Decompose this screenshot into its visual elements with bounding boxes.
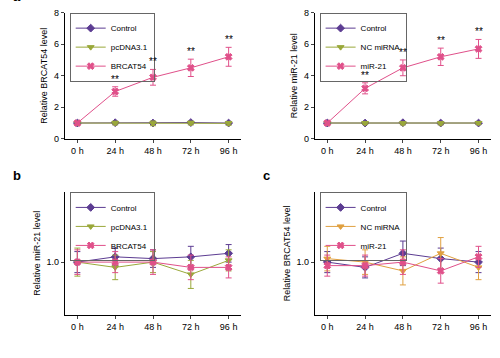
svg-text:72 h: 72 h xyxy=(182,322,200,332)
svg-text:4: 4 xyxy=(304,71,309,81)
svg-text:6: 6 xyxy=(54,39,59,49)
svg-text:72 h: 72 h xyxy=(432,146,450,156)
svg-text:24 h: 24 h xyxy=(106,146,124,156)
svg-text:48 h: 48 h xyxy=(394,146,412,156)
svg-text:Control: Control xyxy=(361,24,387,33)
svg-text:96 h: 96 h xyxy=(470,146,488,156)
svg-text:6: 6 xyxy=(304,39,309,49)
svg-text:48 h: 48 h xyxy=(144,146,162,156)
svg-text:Control: Control xyxy=(111,204,137,213)
svg-text:pcDNA3.1: pcDNA3.1 xyxy=(111,43,148,52)
svg-text:8: 8 xyxy=(304,8,309,18)
svg-text:miR-21: miR-21 xyxy=(361,242,387,251)
svg-text:72 h: 72 h xyxy=(432,322,450,332)
svg-text:0 h: 0 h xyxy=(71,322,84,332)
svg-text:2: 2 xyxy=(54,102,59,112)
svg-text:NC miRNA: NC miRNA xyxy=(361,223,401,232)
svg-text:1.0: 1.0 xyxy=(296,257,309,267)
svg-text:0 h: 0 h xyxy=(71,146,84,156)
svg-text:**: ** xyxy=(149,56,157,67)
svg-text:0: 0 xyxy=(304,134,309,144)
svg-text:a: a xyxy=(13,0,21,4)
svg-text:**: ** xyxy=(361,70,369,81)
svg-text:48 h: 48 h xyxy=(394,322,412,332)
svg-text:Control: Control xyxy=(111,24,137,33)
svg-text:Control: Control xyxy=(361,204,387,213)
svg-text:**: ** xyxy=(111,74,119,85)
svg-text:4: 4 xyxy=(54,71,59,81)
svg-text:24 h: 24 h xyxy=(106,322,124,332)
svg-text:1.0: 1.0 xyxy=(46,257,59,267)
svg-text:b: b xyxy=(13,168,21,183)
svg-text:48 h: 48 h xyxy=(144,322,162,332)
svg-text:96 h: 96 h xyxy=(220,322,238,332)
svg-text:**: ** xyxy=(437,35,445,46)
svg-text:96 h: 96 h xyxy=(470,322,488,332)
svg-text:Relative BRCAT54 level: Relative BRCAT54 level xyxy=(39,28,49,124)
svg-text:Relative miR-21 level: Relative miR-21 level xyxy=(289,33,299,118)
svg-text:Relative BRCAT54 level: Relative BRCAT54 level xyxy=(282,205,292,301)
svg-text:BRCAT54: BRCAT54 xyxy=(111,62,147,71)
svg-text:Relative miR-21 level: Relative miR-21 level xyxy=(32,211,42,296)
svg-text:2: 2 xyxy=(304,102,309,112)
svg-text:72 h: 72 h xyxy=(182,146,200,156)
svg-text:24 h: 24 h xyxy=(356,146,374,156)
svg-text:**: ** xyxy=(187,46,195,57)
svg-text:8: 8 xyxy=(54,8,59,18)
svg-text:miR-21: miR-21 xyxy=(361,62,387,71)
svg-text:**: ** xyxy=(399,47,407,58)
svg-text:0 h: 0 h xyxy=(321,146,334,156)
svg-text:24 h: 24 h xyxy=(356,322,374,332)
svg-text:96 h: 96 h xyxy=(220,146,238,156)
svg-text:0 h: 0 h xyxy=(321,322,334,332)
svg-text:c: c xyxy=(263,168,270,183)
svg-text:pcDNA3.1: pcDNA3.1 xyxy=(111,223,148,232)
svg-text:**: ** xyxy=(475,26,483,37)
svg-text:**: ** xyxy=(225,34,233,45)
svg-text:NC miRNA: NC miRNA xyxy=(361,43,401,52)
svg-text:0: 0 xyxy=(54,134,59,144)
svg-text:BRCAT54: BRCAT54 xyxy=(111,242,147,251)
